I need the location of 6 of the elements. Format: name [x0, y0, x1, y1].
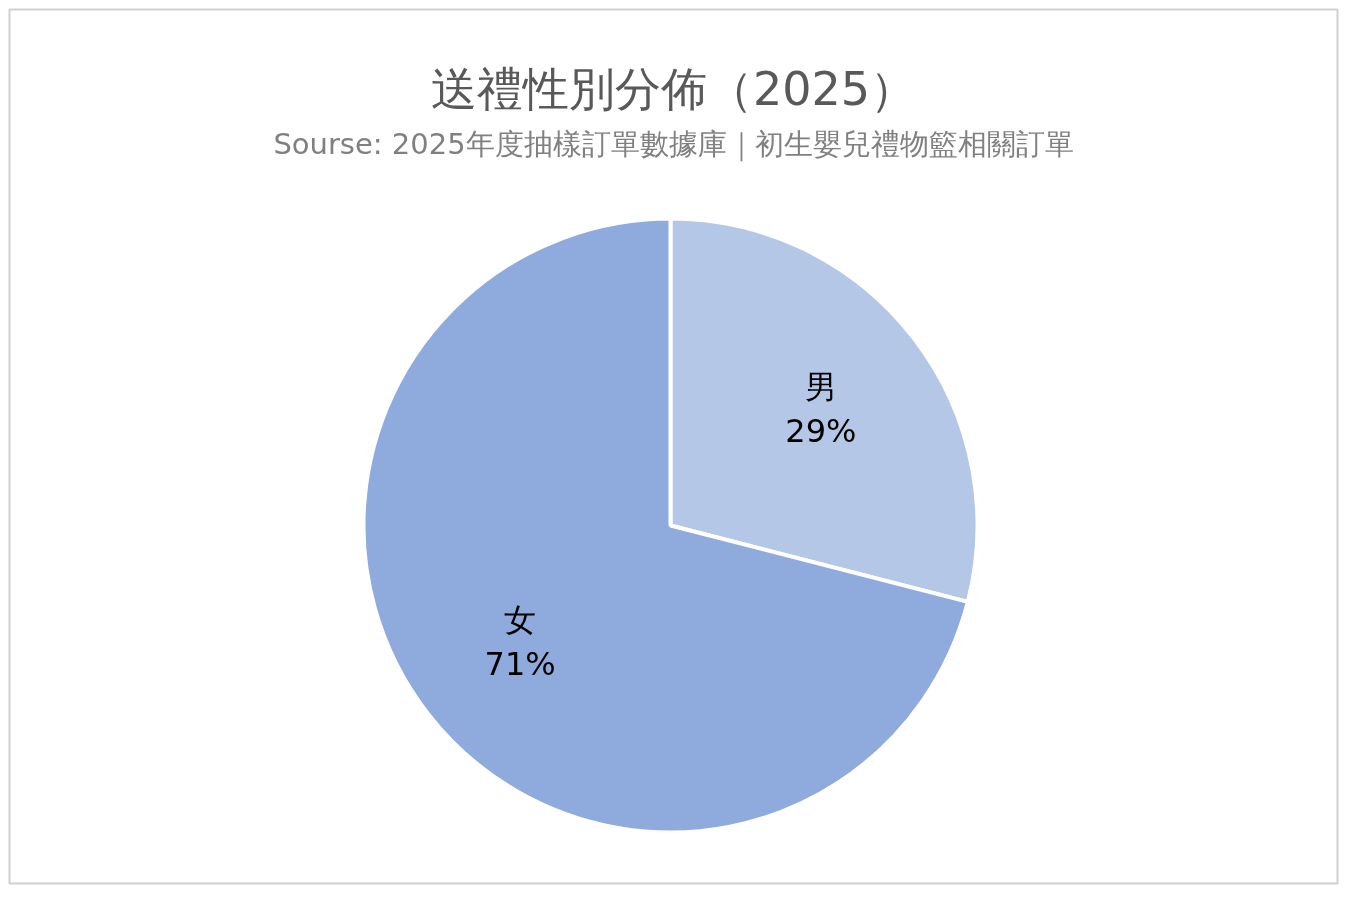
- chart-subtitle: Sourse: 2025年度抽樣訂單數據庫｜初生嬰兒禮物籃相關訂單: [273, 126, 1074, 162]
- data-label: 71%: [484, 645, 556, 684]
- slice-label: 男: [804, 367, 837, 406]
- data-label: 29%: [785, 411, 857, 450]
- slice-label: 女: [504, 601, 537, 640]
- chart-title: 送禮性別分佈（2025）: [430, 61, 917, 116]
